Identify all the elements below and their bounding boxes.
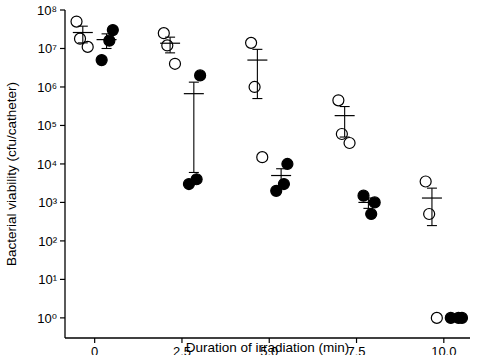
error-bar xyxy=(170,37,171,53)
data-point xyxy=(431,312,442,323)
mean-line xyxy=(160,43,180,44)
error-cap xyxy=(165,37,175,38)
x-tick-label: 0 xyxy=(91,344,98,355)
x-tick-label: 7.5 xyxy=(347,344,365,355)
x-axis xyxy=(65,337,470,338)
error-bar xyxy=(82,26,83,43)
data-point xyxy=(366,209,377,220)
error-cap xyxy=(102,48,112,49)
y-tick-label: 10² xyxy=(38,234,57,249)
error-cap xyxy=(189,82,199,83)
y-tick xyxy=(60,9,65,10)
error-cap xyxy=(340,106,350,107)
error-cap xyxy=(252,49,262,50)
mean-line xyxy=(358,202,378,203)
error-cap xyxy=(189,172,199,173)
data-point xyxy=(104,35,115,46)
x-tick xyxy=(94,338,95,343)
data-point xyxy=(336,128,347,139)
error-cap xyxy=(427,225,437,226)
data-point xyxy=(191,174,202,185)
y-axis xyxy=(64,10,65,338)
y-tick xyxy=(60,48,65,49)
y-axis-label: Bacterial viability (cfu/catheter) xyxy=(4,82,19,266)
data-point xyxy=(246,37,257,48)
mean-line xyxy=(335,115,355,116)
data-point xyxy=(96,55,107,66)
x-tick xyxy=(443,338,444,343)
mean-line xyxy=(247,59,267,60)
plot-area xyxy=(71,16,467,323)
data-point xyxy=(162,40,173,51)
error-bar xyxy=(344,107,345,137)
mean-line xyxy=(97,39,117,40)
error-bar xyxy=(106,34,107,49)
y-tick-label: 10⁷ xyxy=(38,41,57,56)
data-point xyxy=(282,158,293,169)
y-tick-label: 10³ xyxy=(38,195,57,210)
y-tick xyxy=(60,125,65,126)
x-tick-label: 10.0 xyxy=(431,344,456,355)
error-cap xyxy=(276,187,286,188)
error-cap xyxy=(427,188,437,189)
data-point xyxy=(169,58,180,69)
y-tick xyxy=(60,317,65,318)
mean-line xyxy=(184,93,204,94)
data-point xyxy=(420,176,431,187)
y-tick xyxy=(60,86,65,87)
error-cap xyxy=(78,26,88,27)
error-cap xyxy=(165,52,175,53)
error-cap xyxy=(102,33,112,34)
mean-line xyxy=(422,197,442,198)
data-point xyxy=(344,138,355,149)
data-point xyxy=(278,179,289,190)
y-tick-label: 10⁶ xyxy=(37,80,57,95)
error-cap xyxy=(363,208,373,209)
y-tick-label: 10⁴ xyxy=(37,157,57,172)
data-point xyxy=(249,81,260,92)
data-point xyxy=(195,70,206,81)
error-cap xyxy=(340,136,350,137)
error-bar xyxy=(281,169,282,187)
x-tick xyxy=(356,338,357,343)
y-tick-label: 10¹ xyxy=(38,272,57,287)
error-cap xyxy=(363,197,373,198)
data-point xyxy=(424,209,435,220)
mean-line xyxy=(73,32,93,33)
data-point xyxy=(358,190,369,201)
y-tick-label: 10⁵ xyxy=(37,118,57,133)
y-tick-label: 10⁸ xyxy=(37,3,57,18)
error-bar xyxy=(368,198,369,208)
x-axis-label: Duration of irradiation (min) xyxy=(186,340,350,355)
y-tick xyxy=(60,240,65,241)
data-point xyxy=(456,312,467,323)
error-cap xyxy=(276,168,286,169)
y-tick xyxy=(60,202,65,203)
error-cap xyxy=(252,98,262,99)
y-tick-label: 10⁰ xyxy=(37,311,57,326)
error-bar xyxy=(257,49,258,98)
data-point xyxy=(257,152,268,163)
mean-line xyxy=(271,175,291,176)
data-point xyxy=(333,95,344,106)
y-tick xyxy=(60,163,65,164)
y-tick xyxy=(60,279,65,280)
error-cap xyxy=(78,42,88,43)
x-tick xyxy=(181,338,182,343)
mean-line xyxy=(446,317,466,318)
error-bar xyxy=(193,82,194,172)
chart: 10⁰10¹10²10³10⁴10⁵10⁶10⁷10⁸02.55.07.510.… xyxy=(0,0,500,355)
error-bar xyxy=(431,188,432,225)
data-point xyxy=(71,16,82,27)
